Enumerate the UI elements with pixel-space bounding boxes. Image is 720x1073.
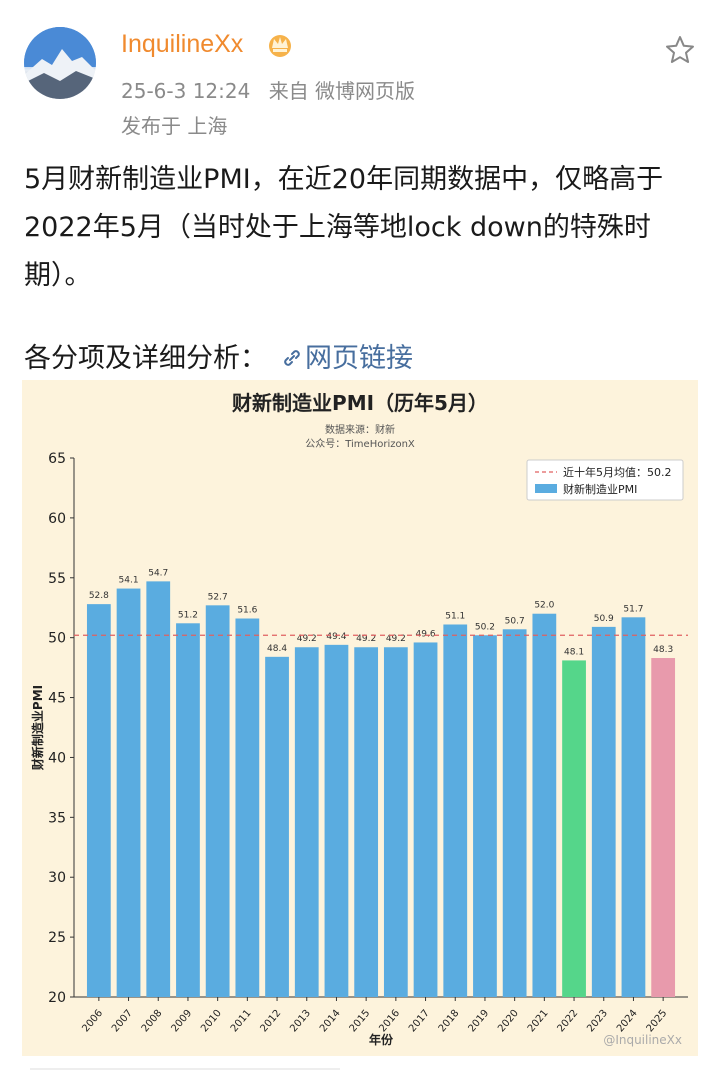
x-tick-label: 2012 — [259, 1008, 284, 1035]
bar-2006 — [86, 604, 111, 997]
bar-value-label: 52.0 — [534, 601, 554, 611]
y-tick-label: 65 — [48, 451, 66, 467]
crown-badge-icon — [265, 32, 295, 62]
y-tick-label: 35 — [48, 810, 66, 826]
bar-2008 — [146, 581, 171, 997]
x-tick-label: 2021 — [526, 1008, 551, 1035]
x-tick-label: 2024 — [615, 1008, 640, 1035]
y-tick-label: 60 — [48, 511, 66, 527]
x-tick-label: 2014 — [318, 1008, 343, 1035]
legend-box — [526, 459, 684, 501]
post-text: 5月财新制造业PMI，在近20年同期数据中，仅略高于2022年5月（当时处于上海… — [24, 164, 664, 291]
link-icon — [284, 350, 300, 366]
bar-2022 — [562, 660, 586, 997]
chart-account: 公众号：TimeHorizonX — [305, 438, 415, 450]
x-tick-label: 2010 — [199, 1008, 224, 1035]
x-tick-label: 2007 — [110, 1008, 135, 1035]
favorite-star-icon[interactable] — [664, 34, 696, 66]
legend-bar-swatch — [535, 484, 557, 493]
y-tick-label: 45 — [48, 691, 66, 707]
x-tick-label: 2013 — [288, 1008, 313, 1035]
y-tick-label: 20 — [48, 990, 66, 1006]
x-tick-label: 2011 — [229, 1008, 254, 1035]
bar-2014 — [324, 644, 349, 997]
y-tick-label: 50 — [48, 631, 66, 647]
y-tick-label: 30 — [48, 870, 66, 886]
bar-2025 — [651, 658, 676, 997]
bar-value-label: 49.4 — [326, 632, 346, 642]
post-meta: 25-6-3 12:24 来自 微博网页版 — [121, 75, 427, 104]
chart-image[interactable]: 财新制造业PMI（历年5月） 数据来源：财新 公众号：TimeHorizonX … — [22, 380, 698, 1056]
x-tick-label: 2025 — [645, 1008, 670, 1035]
bar-2012 — [265, 656, 289, 997]
chart-bars: 52.8 54.1 54.7 51.2 52.7 51.6 48.4 49.2 49.4 49.2… — [74, 568, 688, 997]
web-link[interactable]: 网页链接 — [267, 343, 413, 374]
x-tick-label: 2019 — [466, 1008, 491, 1035]
bar-2011 — [235, 618, 260, 997]
post-source[interactable]: 来自 微博网页版 — [268, 79, 416, 103]
analysis-line: 各分项及详细分析： 网页链接 — [24, 336, 413, 375]
bar-value-label: 48.1 — [564, 647, 584, 657]
watermark-text: @InquilineXx — [603, 1033, 682, 1047]
bar-2018 — [443, 624, 468, 997]
avatar[interactable] — [24, 27, 96, 99]
bar-value-label: 50.7 — [505, 616, 525, 626]
divider — [30, 1068, 340, 1070]
y-tick-label: 40 — [48, 750, 66, 766]
bar-value-label: 49.2 — [356, 634, 376, 644]
bar-2023 — [591, 626, 616, 997]
chart-legend: 近十年5月均值：50.2 财新制造业PMI — [526, 459, 684, 501]
bar-2009 — [176, 623, 200, 997]
bar-2024 — [621, 617, 646, 997]
bar-2021 — [532, 613, 557, 997]
chart-source: 数据来源：财新 — [325, 423, 395, 436]
y-tick-label: 55 — [48, 571, 66, 587]
bar-value-label: 49.2 — [386, 634, 406, 644]
bar-value-label: 54.1 — [119, 576, 139, 586]
bar-value-label: 51.7 — [623, 604, 643, 614]
bar-value-label: 49.2 — [297, 634, 317, 644]
x-tick-label: 2016 — [377, 1008, 402, 1035]
bar-2013 — [294, 647, 319, 997]
bar-value-label: 51.6 — [237, 606, 257, 616]
bar-value-label: 51.2 — [178, 610, 198, 620]
x-tick-label: 2015 — [348, 1008, 373, 1035]
bar-2017 — [413, 642, 438, 997]
legend-label-average: 近十年5月均值：50.2 — [563, 465, 672, 479]
x-tick-label: 2022 — [556, 1008, 581, 1035]
x-axis-label: 年份 — [369, 1032, 394, 1047]
chart-title: 财新制造业PMI（历年5月） — [232, 391, 488, 415]
bar-value-label: 50.9 — [594, 614, 614, 624]
web-link-label: 网页链接 — [305, 343, 413, 374]
bar-2016 — [383, 647, 408, 997]
x-tick-label: 2009 — [169, 1008, 194, 1035]
bar-value-label: 52.7 — [208, 592, 228, 602]
y-tick-label: 25 — [48, 930, 66, 946]
bar-2015 — [354, 647, 379, 997]
y-axis-label: 财新制造业PMI — [30, 685, 45, 771]
bar-value-label: 54.7 — [148, 568, 168, 578]
username[interactable]: InquilineXx — [121, 30, 244, 58]
bar-value-label: 48.4 — [267, 644, 287, 654]
x-tick-label: 2023 — [585, 1008, 610, 1035]
bar-2010 — [205, 605, 230, 997]
bar-value-label: 49.6 — [416, 629, 436, 639]
analysis-prefix: 各分项及详细分析： — [24, 343, 267, 374]
x-tick-label: 2020 — [496, 1008, 521, 1035]
post-location: 发布于 上海 — [121, 114, 228, 138]
bar-2019 — [473, 635, 497, 997]
bar-value-label: 52.8 — [89, 591, 109, 601]
bar-value-label: 50.2 — [475, 622, 495, 632]
bar-2007 — [116, 588, 141, 997]
bar-2020 — [502, 629, 527, 997]
bar-value-label: 51.1 — [445, 611, 465, 621]
legend-label-series: 财新制造业PMI — [563, 482, 637, 496]
x-tick-label: 2006 — [80, 1008, 105, 1035]
x-tick-label: 2018 — [437, 1008, 462, 1035]
x-tick-label: 2008 — [140, 1008, 165, 1035]
x-tick-label: 2017 — [407, 1008, 432, 1035]
post-date: 25-6-3 12:24 — [121, 79, 251, 103]
bar-value-label: 48.3 — [653, 645, 673, 655]
